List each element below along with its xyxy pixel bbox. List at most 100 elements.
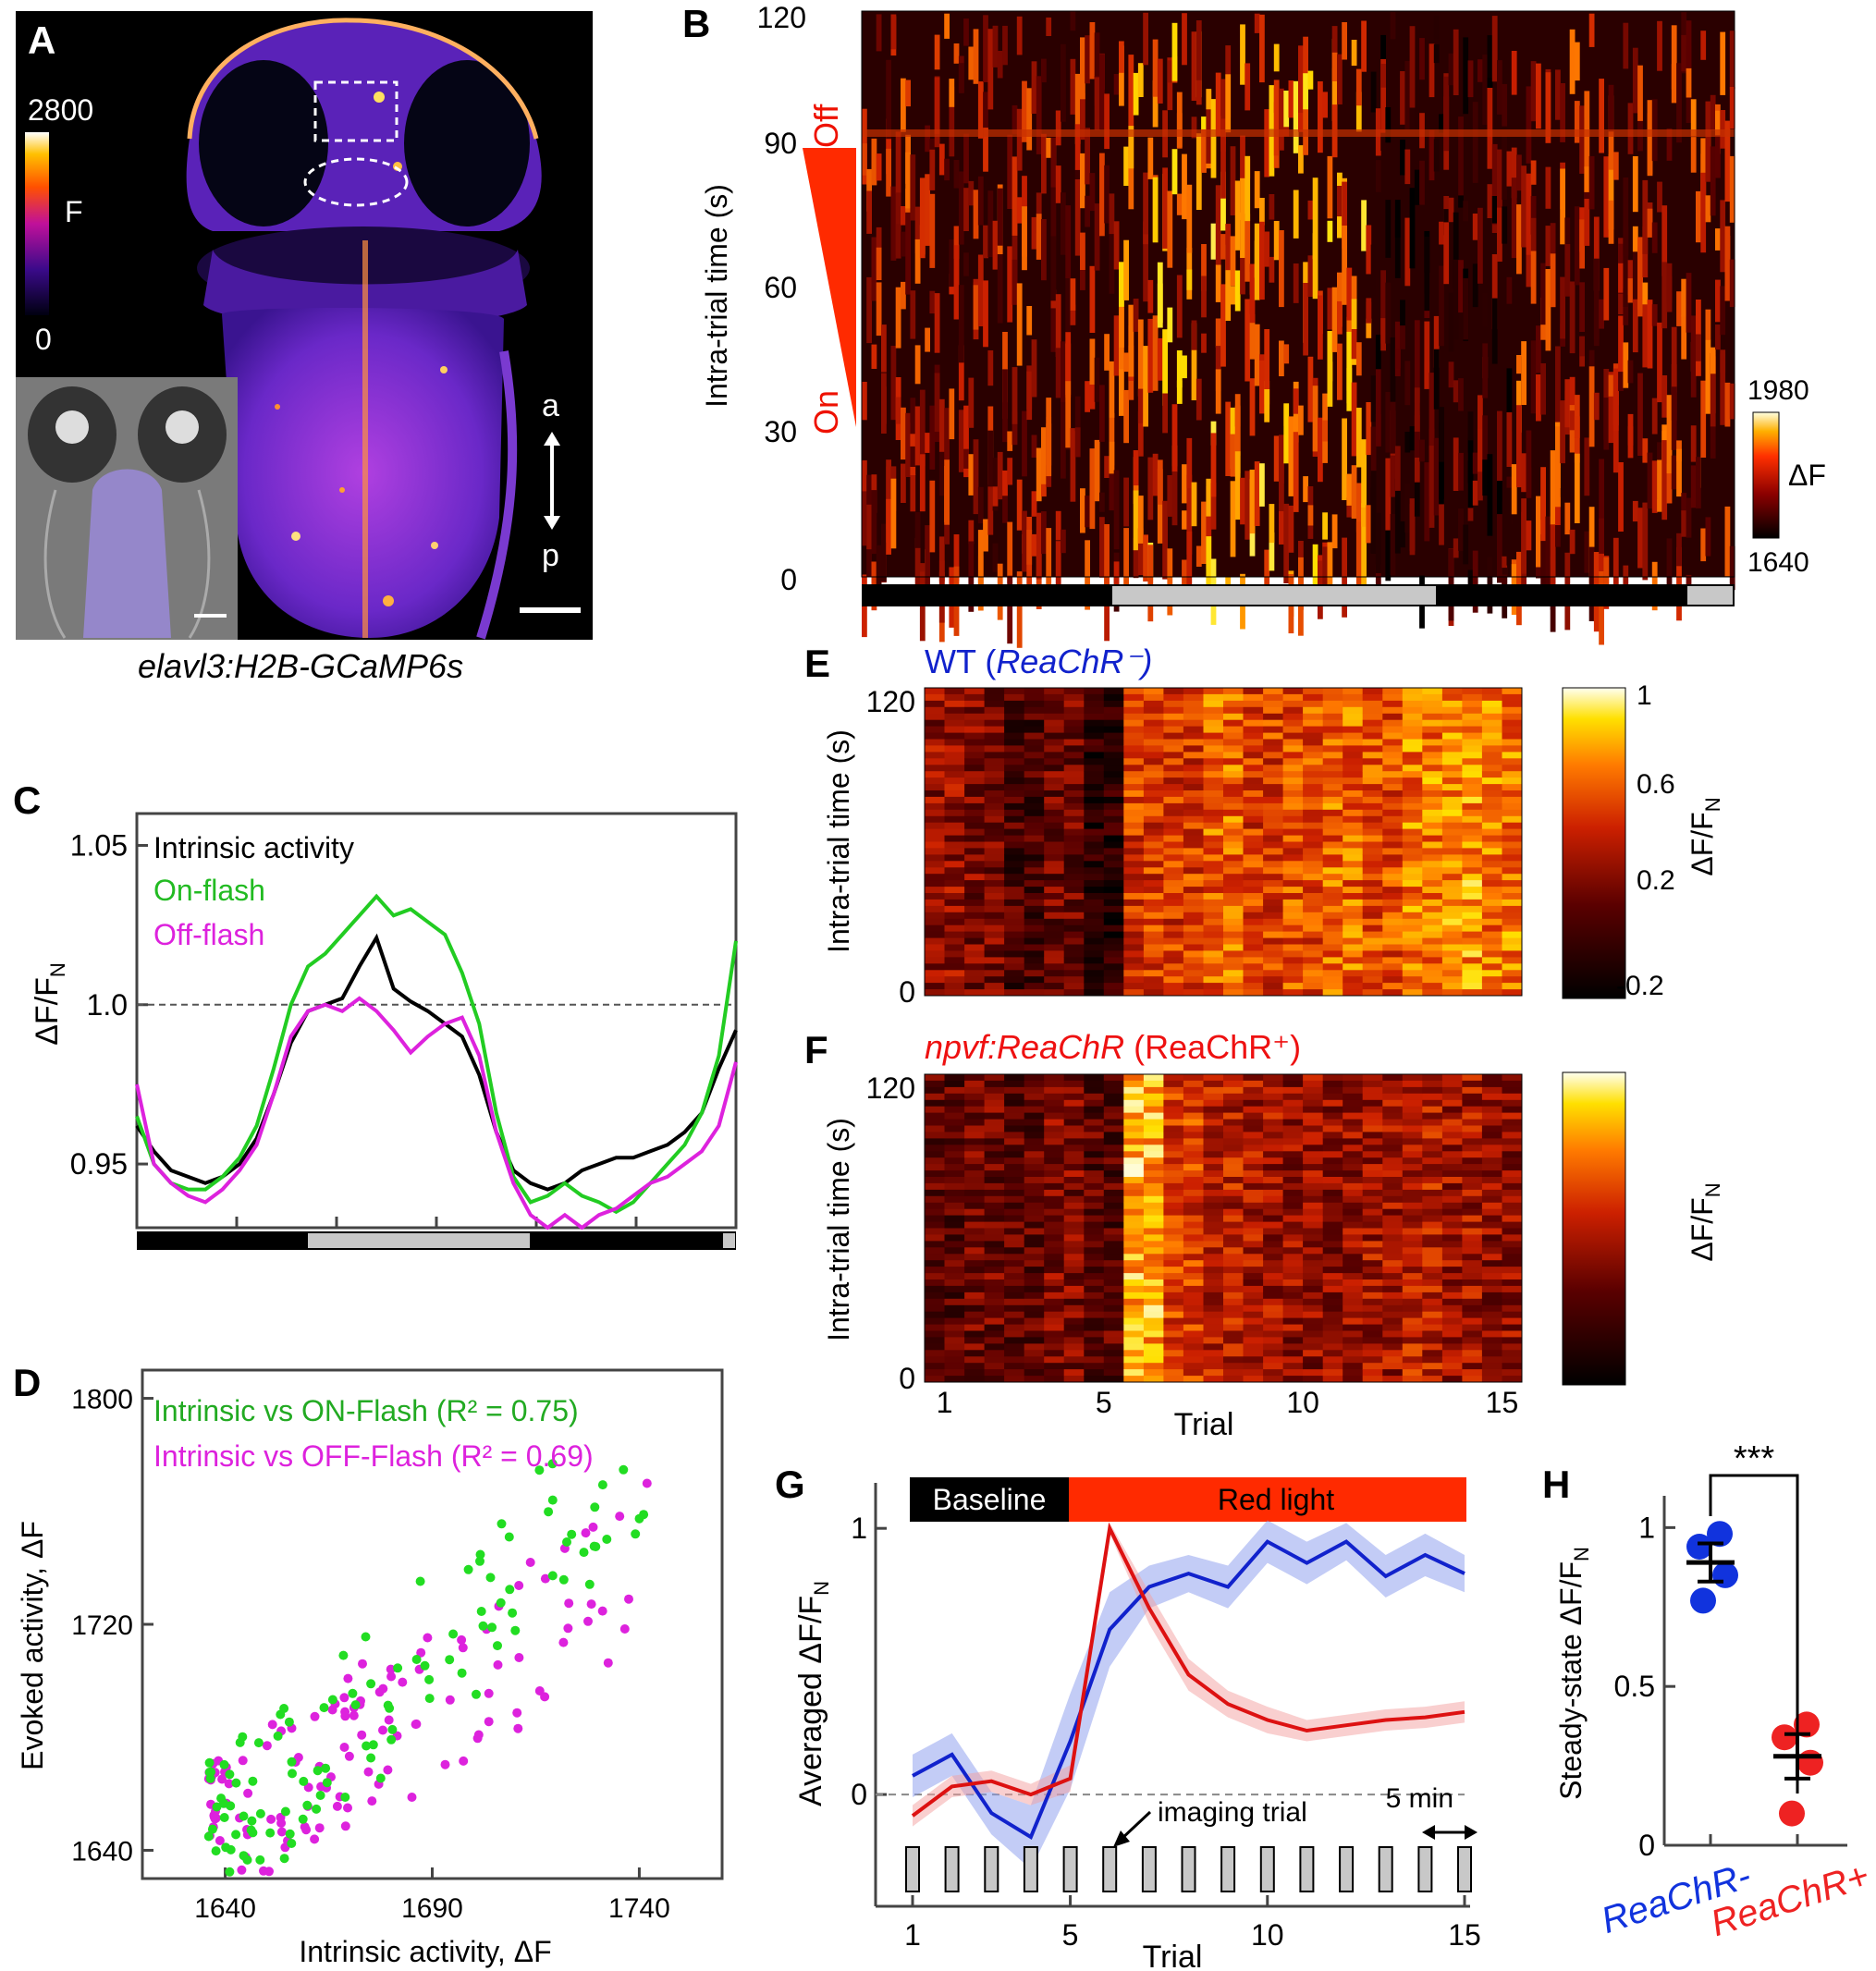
- heatmap-b-cell: [1167, 475, 1173, 517]
- heatmap-b-cell: [997, 248, 1003, 324]
- heatmap-b-cell: [1133, 490, 1139, 551]
- heatmap-cell: [1422, 1119, 1443, 1126]
- heatmap-cell: [1163, 726, 1184, 733]
- heatmap-cell: [925, 713, 945, 721]
- heatmap-cell: [1441, 1145, 1463, 1152]
- heatmap-cell: [1282, 1182, 1304, 1191]
- heatmap-cell: [1044, 912, 1065, 920]
- heatmap-cell: [1203, 777, 1224, 785]
- heatmap-cell: [1303, 905, 1324, 913]
- heatmap-cell: [984, 1317, 1005, 1325]
- heatmap-cell: [1004, 1112, 1025, 1120]
- heatmap-cell: [1322, 809, 1343, 817]
- heatmap-cell: [984, 1202, 1005, 1210]
- heatmap-cell: [1322, 1080, 1343, 1088]
- heatmap-cell: [1282, 918, 1304, 926]
- heatmap-cell: [1481, 848, 1502, 855]
- heatmap-cell: [1481, 693, 1502, 702]
- heatmap-cell: [1322, 1106, 1343, 1114]
- heatmap-cell: [964, 1376, 986, 1383]
- scatter-point-d: [276, 1818, 287, 1828]
- heatmap-cell: [1282, 1260, 1304, 1267]
- heatmap-cell: [1143, 983, 1164, 990]
- scatter-point-d: [386, 1671, 397, 1682]
- heatmap-cell: [1243, 1304, 1264, 1313]
- heatmap-cell: [1282, 880, 1304, 888]
- heatmap-cell: [1263, 1247, 1284, 1255]
- heatmap-cell: [1322, 1279, 1343, 1287]
- heatmap-cell: [964, 1330, 986, 1338]
- heatmap-cell: [925, 732, 945, 740]
- scatter-point-d: [591, 1542, 601, 1551]
- heatmap-cell: [1063, 1093, 1085, 1101]
- heatmap-b-cell: [1157, 337, 1163, 381]
- heatmap-cell: [1362, 1086, 1383, 1095]
- heatmap-cell: [925, 1119, 945, 1126]
- heatmap-cell: [1024, 802, 1045, 811]
- heatmap-cell: [925, 1132, 945, 1139]
- heatmap-cell: [1084, 899, 1105, 907]
- heatmap-cell: [1402, 1343, 1423, 1351]
- scatter-point-d: [619, 1464, 629, 1475]
- heatmap-b-cell: [977, 254, 984, 326]
- heatmap-cell: [1502, 822, 1523, 830]
- heatmap-cell: [1282, 719, 1304, 728]
- heatmap-b-cell: [1385, 392, 1392, 453]
- heatmap-cell: [984, 880, 1005, 888]
- heatmap-cell: [1143, 1221, 1164, 1229]
- heatmap-cell: [1123, 1363, 1145, 1370]
- scatter-point-d: [367, 1796, 377, 1806]
- heatmap-b-cell: [1623, 178, 1629, 256]
- scatter-point-d: [423, 1633, 433, 1643]
- heatmap-cell: [1163, 790, 1184, 798]
- heatmap-cell: [1163, 1221, 1184, 1229]
- heatmap-b-cell: [1016, 108, 1023, 171]
- heatmap-cell: [1024, 1304, 1045, 1313]
- heatmap-cell: [1063, 758, 1085, 765]
- heatmap-cell: [1183, 790, 1204, 798]
- heatmap-b-cell: [1342, 537, 1347, 618]
- heatmap-cell: [1303, 867, 1324, 875]
- heatmap-cell: [1024, 1376, 1045, 1383]
- heatmap-cell: [964, 732, 986, 740]
- heatmap-cell: [1362, 1267, 1383, 1274]
- scatter-point-d: [458, 1643, 468, 1653]
- scatter-point-d: [301, 1825, 312, 1835]
- heatmap-b-cell: [1206, 90, 1212, 164]
- heatmap-cell: [1183, 937, 1204, 945]
- heatmap-cell: [1362, 1164, 1383, 1171]
- heatmap-cell: [1123, 1215, 1145, 1222]
- heatmap-b-cell: [1414, 169, 1420, 205]
- heatmap-b-cell: [1162, 329, 1168, 406]
- heatmap-b-cell: [1055, 165, 1061, 203]
- heatmap-cell: [984, 1189, 1005, 1197]
- scatter-point-d: [366, 1753, 376, 1763]
- dot-h: [1686, 1534, 1712, 1560]
- heatmap-b-cell: [1497, 459, 1502, 515]
- heatmap-b-cell: [1322, 420, 1328, 442]
- heatmap-b-cell: [1245, 299, 1251, 382]
- x-tick-label-g: 1: [904, 1918, 921, 1952]
- heatmap-cell: [1481, 1119, 1502, 1126]
- scatter-point-d: [273, 1731, 283, 1741]
- panel-c-letter: C: [13, 778, 41, 822]
- heatmap-cell: [1282, 1330, 1304, 1338]
- heatmap-cell: [1123, 1330, 1145, 1338]
- heatmap-cell: [1422, 790, 1443, 798]
- heatmap-cell: [1441, 1369, 1463, 1377]
- heatmap-cell: [1462, 944, 1483, 951]
- heatmap-cell: [1343, 693, 1364, 702]
- heatmap-cell: [1441, 771, 1463, 778]
- heatmap-cell: [1422, 983, 1443, 990]
- heatmap-cell: [1362, 706, 1383, 715]
- heatmap-cell: [1084, 1304, 1105, 1313]
- heatmap-cell: [1441, 841, 1463, 849]
- heatmap-cell: [1024, 944, 1045, 951]
- heatmap-b-cell: [1584, 166, 1590, 192]
- heatmap-cell: [1103, 1260, 1124, 1267]
- heatmap-b-cell: [1342, 226, 1347, 305]
- heatmap-cell: [1481, 790, 1502, 798]
- heatmap-cell: [1243, 1189, 1264, 1197]
- heatmap-cell: [1243, 893, 1264, 900]
- heatmap-cell: [1143, 861, 1164, 868]
